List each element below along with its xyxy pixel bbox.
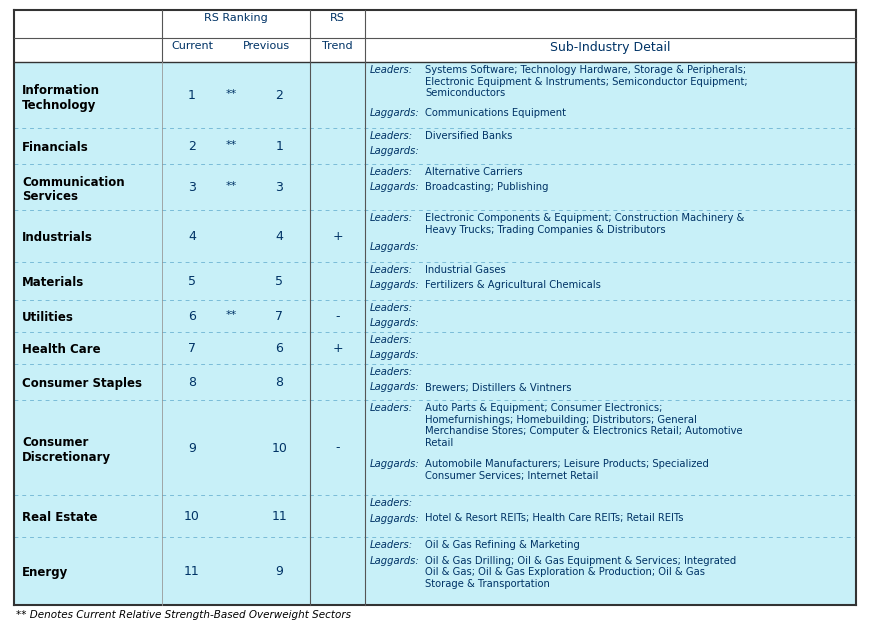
Text: Consumer
Discretionary: Consumer Discretionary <box>22 436 111 464</box>
Text: 1: 1 <box>188 89 196 102</box>
Bar <box>14 537 856 605</box>
Text: Consumer Staples: Consumer Staples <box>22 378 142 390</box>
Text: 5: 5 <box>276 275 283 288</box>
Text: 5: 5 <box>188 275 196 288</box>
Text: 10: 10 <box>271 441 287 454</box>
Text: **: ** <box>226 140 237 150</box>
Text: Energy: Energy <box>22 566 68 579</box>
Text: Fertilizers & Agricultural Chemicals: Fertilizers & Agricultural Chemicals <box>425 281 601 291</box>
Text: Materials: Materials <box>22 276 85 289</box>
Bar <box>14 62 856 128</box>
Text: 11: 11 <box>271 510 287 523</box>
Text: RS Ranking: RS Ranking <box>204 13 268 23</box>
Text: 4: 4 <box>188 230 196 243</box>
Text: Laggards:: Laggards: <box>370 107 419 118</box>
Text: Laggards:: Laggards: <box>370 351 419 361</box>
Text: Industrials: Industrials <box>22 231 93 244</box>
Text: Current: Current <box>171 41 213 51</box>
Text: Laggards:: Laggards: <box>370 281 419 291</box>
Text: Information
Technology: Information Technology <box>22 84 100 111</box>
Text: Leaders:: Leaders: <box>370 303 413 313</box>
Text: 7: 7 <box>188 342 196 355</box>
Text: Laggards:: Laggards: <box>370 182 419 192</box>
Text: 9: 9 <box>276 565 283 578</box>
Text: Leaders:: Leaders: <box>370 403 413 413</box>
Text: Auto Parts & Equipment; Consumer Electronics;
Homefurnishings; Homebuilding; Dis: Auto Parts & Equipment; Consumer Electro… <box>425 403 743 448</box>
Text: 3: 3 <box>188 181 196 194</box>
Text: Electronic Components & Equipment; Construction Machinery &
Heavy Trucks; Tradin: Electronic Components & Equipment; Const… <box>425 213 745 234</box>
Bar <box>14 332 856 364</box>
Text: Laggards:: Laggards: <box>370 319 419 329</box>
Text: 7: 7 <box>276 310 283 323</box>
Text: Industrial Gases: Industrial Gases <box>425 265 506 275</box>
Text: Communications Equipment: Communications Equipment <box>425 107 566 118</box>
Text: 3: 3 <box>276 181 283 194</box>
Text: Leaders:: Leaders: <box>370 213 413 223</box>
Text: Automobile Manufacturers; Leisure Products; Specialized
Consumer Services; Inter: Automobile Manufacturers; Leisure Produc… <box>425 459 709 481</box>
Bar <box>14 210 856 262</box>
Text: Laggards:: Laggards: <box>370 242 419 252</box>
Bar <box>14 400 856 495</box>
Bar <box>14 164 856 210</box>
Text: 8: 8 <box>188 376 196 389</box>
Text: Previous: Previous <box>242 41 290 51</box>
Text: **: ** <box>226 181 237 191</box>
Bar <box>14 364 856 400</box>
Bar <box>14 10 856 62</box>
Text: Leaders:: Leaders: <box>370 167 413 177</box>
Text: 9: 9 <box>188 441 196 454</box>
Text: 2: 2 <box>276 89 283 102</box>
Text: Health Care: Health Care <box>22 343 100 356</box>
Text: Laggards:: Laggards: <box>370 382 419 392</box>
Text: 6: 6 <box>276 342 283 355</box>
Text: 2: 2 <box>188 140 196 153</box>
Text: Diversified Banks: Diversified Banks <box>425 131 513 141</box>
Text: 4: 4 <box>276 230 283 243</box>
Bar <box>14 262 856 300</box>
Text: +: + <box>332 342 343 355</box>
Text: Laggards:: Laggards: <box>370 459 419 469</box>
Text: Leaders:: Leaders: <box>370 131 413 141</box>
Text: Oil & Gas Drilling; Oil & Gas Equipment & Services; Integrated
Oil & Gas; Oil & : Oil & Gas Drilling; Oil & Gas Equipment … <box>425 556 736 589</box>
Text: Leaders:: Leaders: <box>370 65 413 75</box>
Text: -: - <box>335 441 340 454</box>
Bar <box>14 300 856 332</box>
Text: Communication
Services: Communication Services <box>22 176 125 204</box>
Text: Leaders:: Leaders: <box>370 540 413 550</box>
Text: RS: RS <box>330 13 345 23</box>
Text: Oil & Gas Refining & Marketing: Oil & Gas Refining & Marketing <box>425 540 580 550</box>
Text: 10: 10 <box>184 510 200 523</box>
Text: -: - <box>335 310 340 323</box>
Text: Leaders:: Leaders: <box>370 335 413 345</box>
Text: Brewers; Distillers & Vintners: Brewers; Distillers & Vintners <box>425 382 571 392</box>
Text: Utilities: Utilities <box>22 311 74 324</box>
Text: **: ** <box>226 89 237 99</box>
Text: Trend: Trend <box>322 41 353 51</box>
Text: 11: 11 <box>184 565 200 578</box>
Bar <box>14 495 856 537</box>
Text: Laggards:: Laggards: <box>370 556 419 566</box>
Bar <box>14 128 856 164</box>
Text: ** Denotes Current Relative Strength-Based Overweight Sectors: ** Denotes Current Relative Strength-Bas… <box>16 610 351 620</box>
Text: Alternative Carriers: Alternative Carriers <box>425 167 522 177</box>
Text: Leaders:: Leaders: <box>370 265 413 275</box>
Text: Laggards:: Laggards: <box>370 514 419 524</box>
Text: Real Estate: Real Estate <box>22 511 98 524</box>
Text: 1: 1 <box>276 140 283 153</box>
Text: 8: 8 <box>276 376 283 389</box>
Text: Leaders:: Leaders: <box>370 367 413 377</box>
Text: +: + <box>332 230 343 243</box>
Text: Hotel & Resort REITs; Health Care REITs; Retail REITs: Hotel & Resort REITs; Health Care REITs;… <box>425 514 684 524</box>
Text: Broadcasting; Publishing: Broadcasting; Publishing <box>425 182 548 192</box>
Text: **: ** <box>226 310 237 320</box>
Text: Sub-Industry Detail: Sub-Industry Detail <box>550 41 671 54</box>
Text: Financials: Financials <box>22 141 89 154</box>
Text: Leaders:: Leaders: <box>370 498 413 508</box>
Text: Systems Software; Technology Hardware, Storage & Peripherals;
Electronic Equipme: Systems Software; Technology Hardware, S… <box>425 65 747 98</box>
Text: Laggards:: Laggards: <box>370 146 419 156</box>
Text: 6: 6 <box>188 310 196 323</box>
